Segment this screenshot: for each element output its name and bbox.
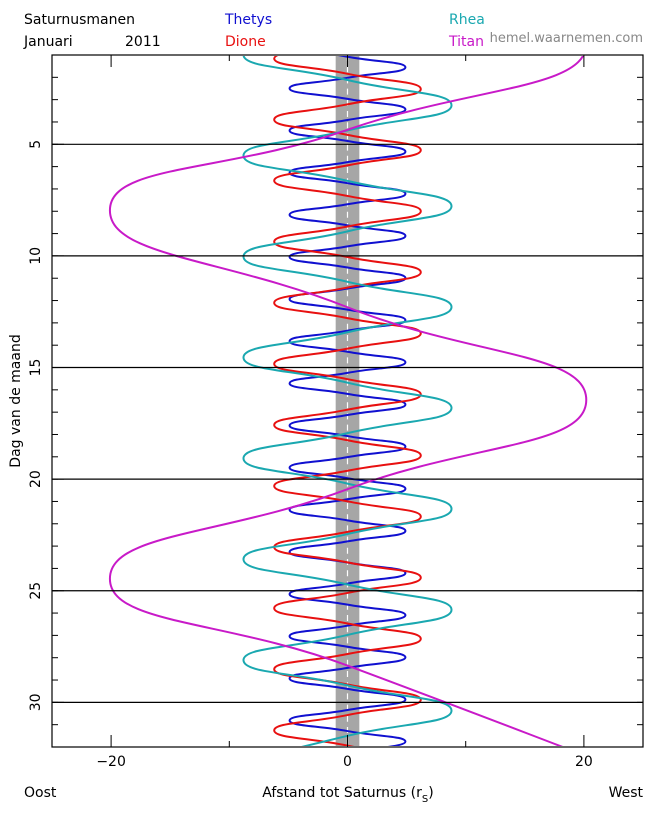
right-label: West — [609, 785, 644, 801]
moon-orbit-line — [273, 56, 422, 746]
x-tick-label: −20 — [96, 754, 126, 770]
x-axis-label: Afstand tot Saturnus (rS) — [262, 785, 433, 805]
legend-label: Thetys — [224, 12, 272, 28]
y-axis-label: Dag van de maand — [8, 334, 24, 467]
y-tick-label: 30 — [28, 693, 44, 711]
source: hemel.waarnemen.com — [490, 31, 643, 46]
x-axis-label-end: ) — [428, 785, 433, 801]
month: Januari — [23, 34, 73, 50]
y-tick-label: 5 — [28, 140, 44, 149]
x-tick-label: 0 — [343, 754, 352, 770]
x-axis-label-sub: S — [422, 794, 428, 805]
legend-label: Dione — [225, 34, 266, 50]
x-axis-label-main: Afstand tot Saturnus (r — [262, 785, 422, 801]
y-tick-label: 20 — [28, 470, 44, 488]
plot-area — [108, 56, 588, 746]
x-tick-label: 20 — [575, 754, 593, 770]
left-label: Oost — [24, 785, 57, 801]
year: 2011 — [125, 34, 161, 50]
legend-label: Titan — [448, 34, 484, 50]
moon-orbit-line — [108, 56, 588, 746]
legend-label: Rhea — [449, 12, 485, 28]
moon-orbit-line — [242, 56, 453, 746]
chart-title: Saturnusmanen — [24, 12, 135, 28]
y-tick-label: 25 — [28, 582, 44, 600]
moon-orbit-line — [288, 56, 407, 746]
y-tick-label: 10 — [28, 247, 44, 265]
y-tick-label: 15 — [28, 359, 44, 377]
